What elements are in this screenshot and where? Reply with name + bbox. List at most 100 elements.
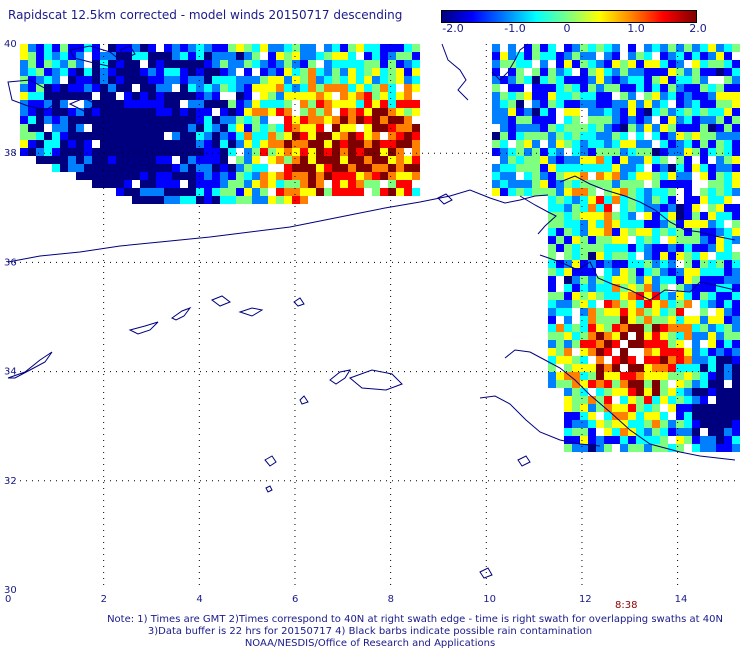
wind-pixel: [596, 140, 604, 148]
wind-pixel: [108, 140, 116, 148]
wind-pixel: [724, 228, 732, 236]
wind-pixel: [44, 44, 52, 52]
wind-pixel: [364, 164, 372, 172]
wind-pixel: [60, 44, 68, 52]
wind-pixel: [508, 100, 516, 108]
wind-pixel: [700, 68, 708, 76]
wind-pixel: [36, 84, 44, 92]
wind-pixel: [308, 68, 316, 76]
wind-pixel: [364, 180, 372, 188]
wind-pixel: [332, 180, 340, 188]
wind-pixel: [164, 44, 172, 52]
wind-pixel: [580, 300, 588, 308]
wind-pixel: [580, 140, 588, 148]
wind-pixel: [652, 60, 660, 68]
wind-pixel: [620, 172, 628, 180]
wind-pixel: [676, 428, 684, 436]
wind-pixel: [676, 364, 684, 372]
wind-pixel: [556, 60, 564, 68]
wind-pixel: [548, 172, 556, 180]
wind-pixel: [676, 116, 684, 124]
wind-pixel: [572, 52, 580, 60]
wind-pixel: [708, 180, 716, 188]
wind-pixel: [364, 52, 372, 60]
wind-pixel: [44, 132, 52, 140]
wind-pixel: [188, 180, 196, 188]
wind-pixel: [36, 44, 44, 52]
wind-pixel: [708, 276, 716, 284]
wind-pixel: [588, 76, 596, 84]
wind-pixel: [668, 84, 676, 92]
wind-pixel: [236, 76, 244, 84]
wind-pixel: [700, 52, 708, 60]
wind-pixel: [604, 132, 612, 140]
wind-pixel: [132, 116, 140, 124]
wind-pixel: [604, 220, 612, 228]
wind-pixel: [36, 68, 44, 76]
wind-pixel: [732, 300, 740, 308]
wind-pixel: [396, 116, 404, 124]
wind-pixel: [636, 244, 644, 252]
wind-pixel: [340, 148, 348, 156]
wind-pixel: [684, 100, 692, 108]
wind-pixel: [300, 180, 308, 188]
wind-pixel: [220, 108, 228, 116]
wind-pixel: [580, 164, 588, 172]
wind-pixel: [692, 252, 700, 260]
wind-pixel: [220, 164, 228, 172]
wind-pixel: [180, 76, 188, 84]
wind-pixel: [676, 388, 684, 396]
wind-pixel: [708, 372, 716, 380]
wind-pixel: [660, 436, 668, 444]
wind-pixel: [636, 404, 644, 412]
wind-pixel: [588, 244, 596, 252]
wind-pixel: [604, 324, 612, 332]
wind-pixel: [300, 140, 308, 148]
wind-pixel: [188, 116, 196, 124]
wind-pixel: [676, 268, 684, 276]
wind-pixel: [708, 52, 716, 60]
wind-pixel: [564, 100, 572, 108]
wind-pixel: [244, 76, 252, 84]
wind-pixel: [324, 188, 332, 196]
wind-pixel: [692, 316, 700, 324]
wind-pixel: [388, 148, 396, 156]
wind-pixel: [276, 188, 284, 196]
wind-pixel: [44, 92, 52, 100]
wind-pixel: [588, 268, 596, 276]
wind-pixel: [172, 180, 180, 188]
wind-pixel: [620, 372, 628, 380]
wind-pixel: [308, 124, 316, 132]
wind-pixel: [708, 324, 716, 332]
wind-pixel: [604, 172, 612, 180]
wind-pixel: [660, 244, 668, 252]
wind-pixel: [572, 164, 580, 172]
wind-pixel: [660, 164, 668, 172]
wind-pixel: [220, 124, 228, 132]
wind-pixel: [644, 308, 652, 316]
wind-pixel: [292, 140, 300, 148]
wind-pixel: [52, 76, 60, 84]
wind-pixel: [164, 196, 172, 204]
wind-pixel: [644, 340, 652, 348]
wind-pixel: [348, 108, 356, 116]
wind-pixel: [724, 364, 732, 372]
latitude-label: 32: [4, 476, 17, 487]
wind-pixel: [564, 372, 572, 380]
wind-pixel: [164, 188, 172, 196]
wind-pixel: [388, 156, 396, 164]
wind-pixel: [564, 396, 572, 404]
wind-pixel: [564, 404, 572, 412]
wind-pixel: [668, 164, 676, 172]
wind-pixel: [68, 156, 76, 164]
wind-pixel: [700, 324, 708, 332]
wind-pixel: [636, 380, 644, 388]
wind-pixel: [340, 44, 348, 52]
wind-pixel: [124, 76, 132, 84]
wind-pixel: [724, 324, 732, 332]
wind-pixel: [708, 132, 716, 140]
wind-pixel: [540, 68, 548, 76]
wind-pixel: [676, 100, 684, 108]
wind-pixel: [212, 124, 220, 132]
